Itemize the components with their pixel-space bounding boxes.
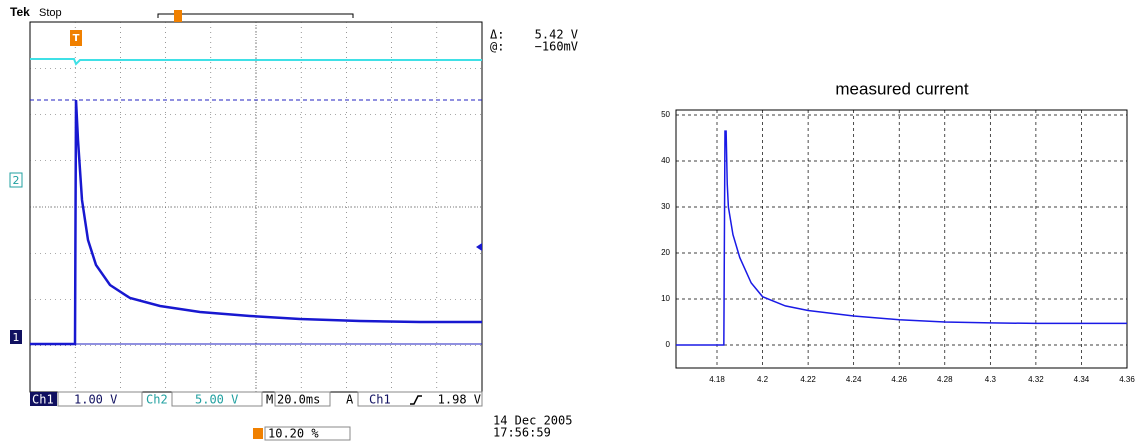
trigger-pos-icon (253, 428, 263, 439)
chart-title: measured current (835, 79, 969, 98)
plot-area (676, 110, 1127, 368)
page: Tek Stop T Δ: 5.42 V @: −160mV 2 1 Ch1 1… (0, 0, 1137, 441)
y-tick-label: 30 (661, 202, 670, 211)
ch1-scale: 1.00 V (74, 393, 117, 407)
chart: measured current 0 10 20 30 40 50 4.18 4.2 4.22 4… (661, 79, 1135, 384)
x-tick-label: 4.24 (846, 375, 862, 384)
trigger-source: Ch1 (369, 393, 391, 407)
x-tick-label: 4.2 (757, 375, 769, 384)
x-tick-label: 4.34 (1074, 375, 1090, 384)
x-tick-label: 4.26 (891, 375, 907, 384)
y-tick-label: 0 (666, 340, 671, 349)
cursor-at-value: −160mV (535, 40, 578, 54)
ch1-label: Ch1 (32, 393, 54, 407)
trigger-pos-marker (174, 10, 182, 22)
trigger-marker: T (73, 33, 80, 44)
x-tick-label: 4.3 (985, 375, 997, 384)
time-label: M (266, 393, 273, 407)
oscilloscope: Tek Stop T Δ: 5.42 V @: −160mV 2 1 Ch1 1… (10, 5, 578, 440)
cursor-at-label: @: (490, 40, 504, 54)
time: 17:56:59 (493, 426, 551, 440)
trigger-level: 1.98 V (438, 393, 481, 407)
y-tick-label: 40 (661, 156, 670, 165)
record-bracket (158, 14, 353, 18)
brand: Tek (10, 5, 30, 19)
x-tick-label: 4.28 (937, 375, 953, 384)
ch2-label: Ch2 (146, 393, 168, 407)
status: Stop (39, 7, 62, 19)
trigger-position: 10.20 % (268, 427, 319, 441)
y-tick-label: 10 (661, 294, 670, 303)
y-tick-label: 50 (661, 110, 670, 119)
ch1-marker: 1 (13, 331, 20, 344)
x-tick-label: 4.32 (1028, 375, 1044, 384)
time-scale: 20.0ms (277, 393, 320, 407)
x-tick-label: 4.36 (1119, 375, 1135, 384)
ch2-marker: 2 (13, 174, 20, 187)
y-tick-label: 20 (661, 248, 670, 257)
ch2-scale: 5.00 V (195, 393, 238, 407)
x-tick-label: 4.22 (800, 375, 816, 384)
trigger-label: A (346, 393, 354, 407)
x-tick-label: 4.18 (709, 375, 725, 384)
